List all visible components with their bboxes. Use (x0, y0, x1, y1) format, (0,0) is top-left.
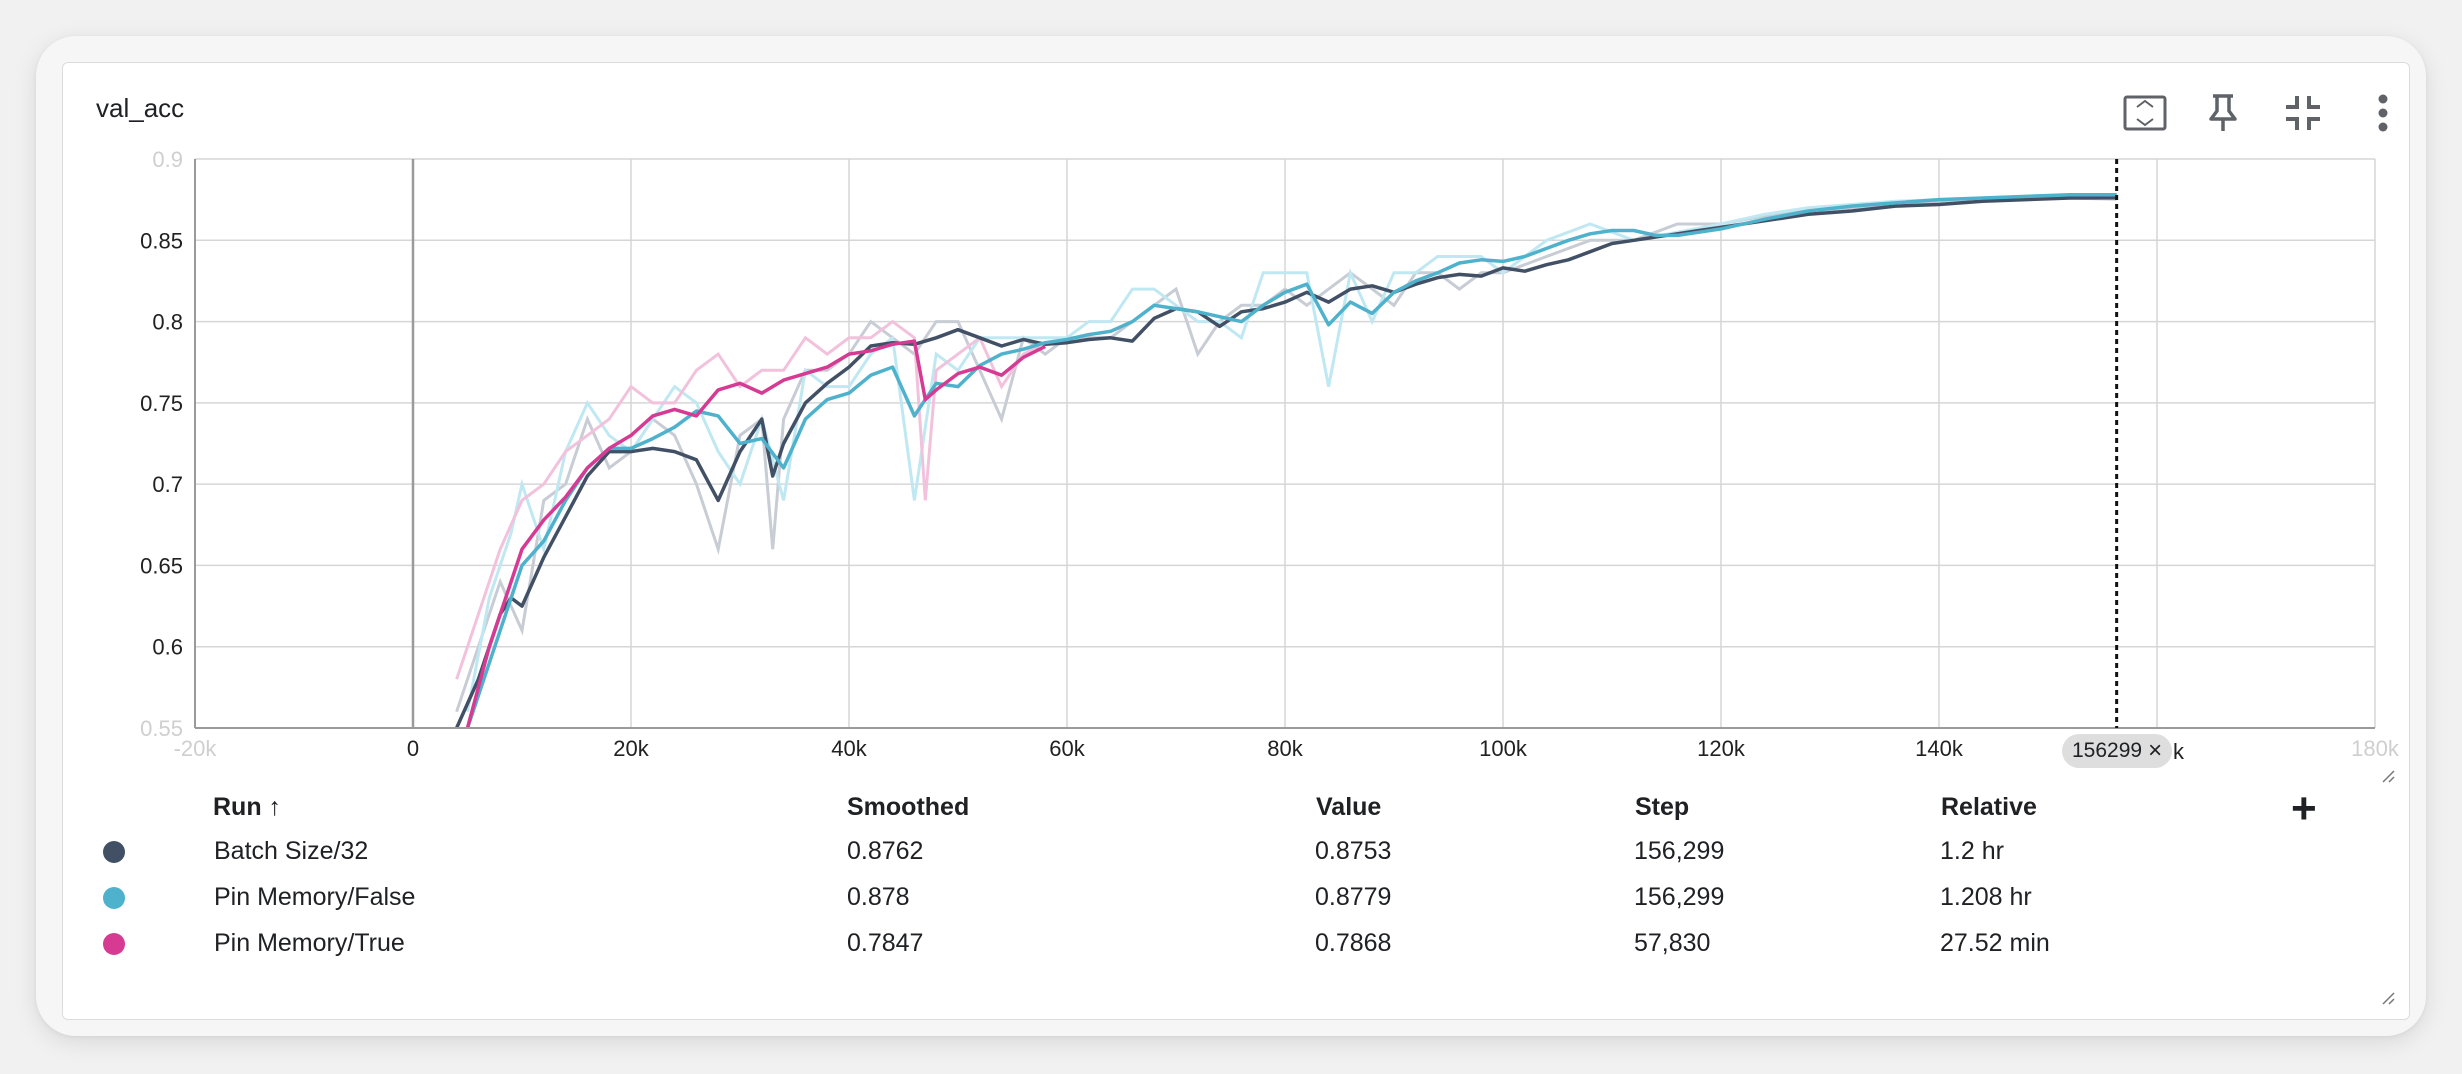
y-tick-label: 0.7 (152, 472, 183, 497)
cell-smoothed: 0.8762 (847, 837, 924, 865)
x-tick-label: 100k (1479, 736, 1528, 761)
close-icon[interactable]: × (2148, 737, 2163, 764)
cell-smoothed: 0.7847 (847, 929, 924, 957)
raw-series-line (455, 319, 1045, 680)
card-title: val_acc (96, 93, 185, 123)
y-tick-label: 0.75 (140, 391, 183, 416)
run-color-icon[interactable] (103, 933, 125, 955)
line-chart[interactable]: 0.55 0.6 0.65 0.7 0.75 0.8 0.85 0.9 -20k 0 20k 40k 6… (63, 63, 2409, 763)
add-column-icon[interactable]: + (2291, 784, 2317, 833)
cell-value: 0.8779 (1315, 883, 1392, 911)
x-tick-label: 0 (407, 736, 419, 761)
y-tick-label: 0.55 (140, 716, 183, 741)
cell-run: Batch Size/32 (214, 837, 369, 865)
y-tick-label: 0.9 (152, 147, 183, 172)
cell-step: 156,299 (1634, 837, 1725, 865)
header-step[interactable]: Step (1635, 793, 1690, 821)
cell-run: Pin Memory/False (214, 883, 416, 911)
step-chip-label: 156299 (2072, 739, 2143, 762)
fit-domain-icon[interactable] (2117, 85, 2173, 141)
cell-relative: 27.52 min (1940, 929, 2050, 957)
x-tick-label: 80k (1267, 736, 1303, 761)
y-tick-label: 0.85 (140, 228, 183, 253)
x-tick-label: 180k (2351, 736, 2400, 761)
x-tick-label-partial: k (2173, 739, 2184, 764)
resize-handle-icon[interactable] (2381, 769, 2395, 783)
cell-value: 0.8753 (1315, 837, 1392, 865)
x-tick-label: 20k (613, 736, 649, 761)
resize-handle-icon[interactable] (2381, 991, 2395, 1005)
table-row[interactable]: Pin Memory/False 0.878 0.8779 156,299 1.208 … (63, 873, 2409, 919)
more-vert-icon[interactable] (2355, 85, 2411, 141)
table-row[interactable]: Batch Size/32 0.8762 0.8753 156,299 1.2 hr (63, 827, 2409, 873)
header-relative[interactable]: Relative (1941, 793, 2037, 821)
scalar-card: val_acc 0.55 0.6 0.65 0.7 0.75 0.8 0.85 0.9 -20k… (62, 62, 2410, 1020)
x-tick-label: 40k (831, 736, 867, 761)
x-tick-label: -20k (174, 736, 218, 761)
header-value[interactable]: Value (1316, 793, 1382, 821)
pin-icon[interactable] (2195, 85, 2251, 141)
raw-series-line (466, 193, 2117, 712)
header-run[interactable]: Run ↑ (213, 793, 282, 821)
run-color-icon[interactable] (103, 887, 125, 909)
cell-value: 0.7868 (1315, 929, 1392, 957)
cell-step: 57,830 (1634, 929, 1711, 957)
smoothed-series-line (465, 339, 1046, 728)
cell-step: 156,299 (1634, 883, 1725, 911)
step-chip[interactable]: 156299 × (2062, 734, 2173, 768)
collapse-icon[interactable] (2275, 85, 2331, 141)
run-color-icon[interactable] (103, 841, 125, 863)
smoothed-series-line (465, 193, 2117, 728)
cell-relative: 1.208 hr (1940, 883, 2032, 911)
raw-series-line (455, 196, 2117, 713)
x-tick-label: 120k (1697, 736, 1746, 761)
cell-run: Pin Memory/True (214, 929, 405, 957)
table-row[interactable]: Pin Memory/True 0.7847 0.7868 57,830 27.52 m… (63, 919, 2409, 965)
smoothed-series-line (455, 195, 2117, 728)
cell-smoothed: 0.878 (847, 883, 910, 911)
y-tick-label: 0.6 (152, 635, 183, 660)
y-tick-label: 0.8 (152, 310, 183, 335)
y-tick-label: 0.65 (140, 553, 183, 578)
x-tick-label: 140k (1915, 736, 1964, 761)
header-smoothed[interactable]: Smoothed (847, 793, 970, 821)
x-tick-label: 60k (1049, 736, 1085, 761)
cell-relative: 1.2 hr (1940, 837, 2004, 865)
